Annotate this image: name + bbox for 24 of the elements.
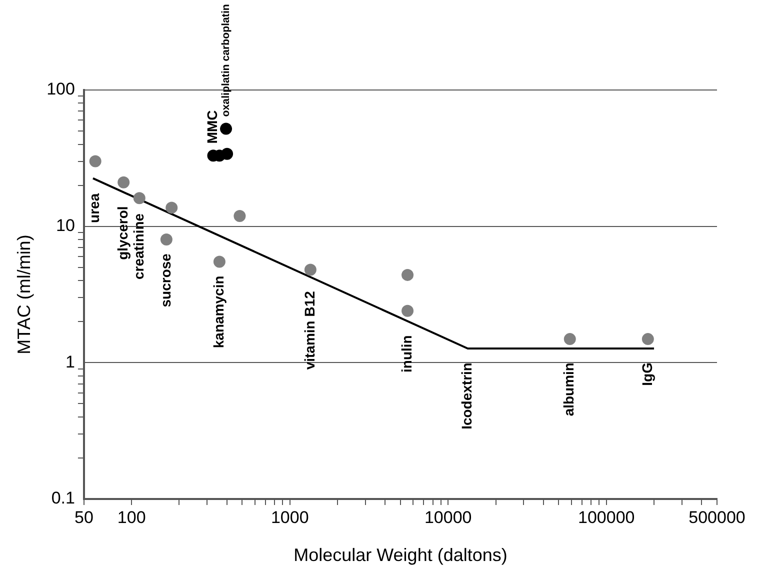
x-tick-label: 50	[74, 508, 94, 527]
x-tick-label: 100	[117, 508, 146, 527]
annotation: sucrose	[157, 253, 174, 308]
y-tick-label: 0.1	[51, 488, 75, 508]
annotation: creatinine	[130, 213, 146, 280]
x-tick-label: 100000	[578, 508, 635, 527]
x-axis-title: Molecular Weight (daltons)	[294, 545, 508, 566]
annotation: IgG	[638, 362, 655, 386]
y-tick-label: 1	[65, 352, 75, 372]
annotation: Icodextrin	[458, 362, 475, 430]
annotation: MMC	[204, 110, 220, 144]
annotation: glycerol	[114, 206, 130, 260]
annotation: urea	[86, 193, 102, 223]
x-tick-label: 500000	[688, 508, 746, 527]
annotation: oxaliplatin carboplatin	[220, 4, 232, 117]
y-tick-label: 10	[56, 216, 75, 236]
x-tick-label: 1000	[270, 508, 309, 527]
annotation: vitamin B12	[301, 290, 318, 370]
annotation: inulin	[398, 335, 414, 372]
y-tick-label: 100	[46, 80, 75, 99]
x-tick-label: 10000	[424, 508, 472, 527]
annotation: kanamycin	[210, 276, 226, 348]
annotation: albumin	[560, 362, 577, 416]
y-axis-title: MTAC (ml/min)	[14, 234, 34, 354]
